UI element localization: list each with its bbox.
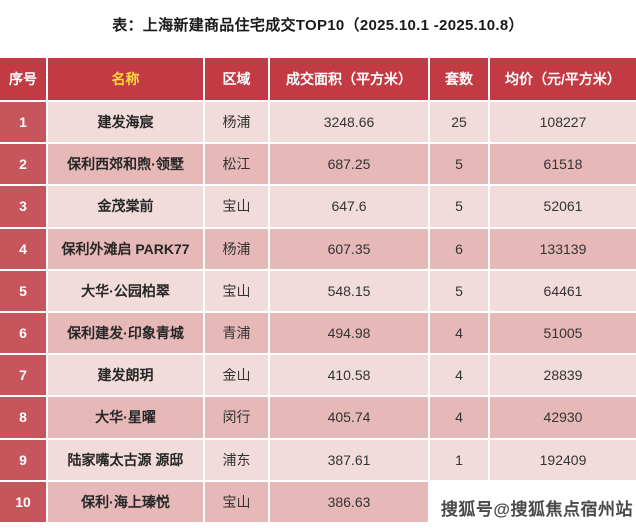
header-area: 成交面积（平方米） <box>270 58 430 102</box>
price-cell: 192409 <box>490 439 636 482</box>
table-row: 8 大华·星曜 闵行 405.74 4 42930 <box>0 397 636 440</box>
project-name-cell: 保利·海上瑧悦 <box>48 481 205 524</box>
header-district: 区域 <box>205 58 270 102</box>
price-cell: 51005 <box>490 312 636 356</box>
row-number-cell: 3 <box>0 186 48 229</box>
top10-table: 序号 名称 区域 成交面积（平方米） 套数 均价（元/平方米） 1 建发海宸 杨… <box>0 58 636 524</box>
table-row: 5 大华·公园柏翠 宝山 548.15 5 64461 <box>0 270 636 313</box>
header-no: 序号 <box>0 58 48 102</box>
district-cell: 宝山 <box>205 270 270 313</box>
row-number-cell: 6 <box>0 312 48 356</box>
units-cell: 4 <box>430 312 490 356</box>
project-name-cell: 金茂棠前 <box>48 186 205 229</box>
table-row: 6 保利建发·印象青城 青浦 494.98 4 51005 <box>0 312 636 356</box>
area-cell: 410.58 <box>270 355 430 398</box>
table-row: 3 金茂棠前 宝山 647.6 5 52061 <box>0 186 636 229</box>
project-name-cell: 建发朗玥 <box>48 355 205 398</box>
area-cell: 386.63 <box>270 481 430 524</box>
area-cell: 494.98 <box>270 312 430 356</box>
header-price: 均价（元/平方米） <box>490 58 636 102</box>
area-cell: 387.61 <box>270 439 430 482</box>
district-cell: 松江 <box>205 144 270 187</box>
row-number-cell: 4 <box>0 228 48 271</box>
units-cell: 5 <box>430 144 490 187</box>
table-header-row: 序号 名称 区域 成交面积（平方米） 套数 均价（元/平方米） <box>0 58 636 102</box>
district-cell: 金山 <box>205 355 270 398</box>
row-number-cell: 10 <box>0 481 48 524</box>
table-row: 4 保利外滩启 PARK77 杨浦 607.35 6 133139 <box>0 228 636 271</box>
district-cell: 杨浦 <box>205 228 270 271</box>
district-cell: 杨浦 <box>205 102 270 145</box>
district-cell: 青浦 <box>205 312 270 356</box>
table-row: 9 陆家嘴太古源 源邸 浦东 387.61 1 192409 <box>0 439 636 482</box>
page-title: 表：上海新建商品住宅成交TOP10（2025.10.1 -2025.10.8） <box>112 17 524 34</box>
area-cell: 548.15 <box>270 270 430 313</box>
area-cell: 647.6 <box>270 186 430 229</box>
header-name: 名称 <box>48 58 205 102</box>
units-cell: 4 <box>430 355 490 398</box>
area-cell: 687.25 <box>270 144 430 187</box>
row-number-cell: 8 <box>0 397 48 440</box>
units-cell: 25 <box>430 102 490 145</box>
units-cell: 5 <box>430 186 490 229</box>
project-name-cell: 建发海宸 <box>48 102 205 145</box>
district-cell: 宝山 <box>205 481 270 524</box>
price-cell: 52061 <box>490 186 636 229</box>
units-cell: 4 <box>430 397 490 440</box>
units-cell: 1 <box>430 439 490 482</box>
district-cell: 浦东 <box>205 439 270 482</box>
project-name-cell: 保利建发·印象青城 <box>48 312 205 356</box>
row-number-cell: 1 <box>0 102 48 145</box>
project-name-cell: 保利外滩启 PARK77 <box>48 228 205 271</box>
price-cell: 133139 <box>490 228 636 271</box>
area-cell: 3248.66 <box>270 102 430 145</box>
project-name-cell: 大华·星曜 <box>48 397 205 440</box>
row-number-cell: 7 <box>0 355 48 398</box>
header-units: 套数 <box>430 58 490 102</box>
area-cell: 607.35 <box>270 228 430 271</box>
area-cell: 405.74 <box>270 397 430 440</box>
table-row: 1 建发海宸 杨浦 3248.66 25 108227 <box>0 102 636 145</box>
price-cell: 61518 <box>490 144 636 187</box>
table-body: 1 建发海宸 杨浦 3248.66 25 108227 2 保利西郊和煦·领墅 … <box>0 102 636 524</box>
price-cell: 108227 <box>490 102 636 145</box>
row-number-cell: 2 <box>0 144 48 187</box>
price-cell: 64461 <box>490 270 636 313</box>
table-row: 2 保利西郊和煦·领墅 松江 687.25 5 61518 <box>0 144 636 187</box>
table-row: 7 建发朗玥 金山 410.58 4 28839 <box>0 355 636 398</box>
price-cell: 28839 <box>490 355 636 398</box>
project-name-cell: 大华·公园柏翠 <box>48 270 205 313</box>
row-number-cell: 5 <box>0 270 48 313</box>
units-cell: 6 <box>430 228 490 271</box>
price-cell: 42930 <box>490 397 636 440</box>
project-name-cell: 陆家嘴太古源 源邸 <box>48 439 205 482</box>
district-cell: 闵行 <box>205 397 270 440</box>
district-cell: 宝山 <box>205 186 270 229</box>
units-cell: 5 <box>430 270 490 313</box>
row-number-cell: 9 <box>0 439 48 482</box>
project-name-cell: 保利西郊和煦·领墅 <box>48 144 205 187</box>
watermark: 搜狐号@搜狐焦点宿州站 <box>430 486 636 528</box>
